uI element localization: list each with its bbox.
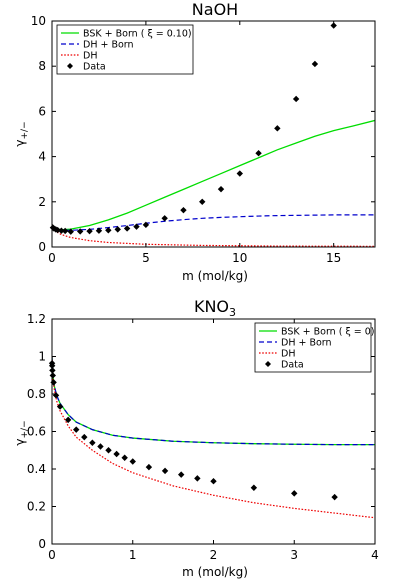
naoh-y-tick-label: 8 (38, 59, 46, 73)
naoh-legend-box (56, 24, 194, 75)
naoh-data-point (105, 227, 112, 234)
naoh-legend-label: BSK + Born ( ξ = 0.10) (83, 29, 192, 40)
naoh-series-line-0 (52, 119, 375, 231)
naoh-y-tick-label: 10 (31, 14, 46, 28)
kno3-data-point (161, 467, 169, 475)
kno3-data-point (49, 372, 57, 379)
kno3-x-tick-label: 0 (48, 548, 56, 562)
kno3-data-point (145, 463, 153, 471)
naoh-y-tick-label: 2 (38, 195, 46, 209)
kno3-y-axis-label: γ+/− (13, 420, 30, 445)
naoh-x-tick-label: 0 (48, 251, 56, 265)
naoh-legend-label: Data (83, 62, 106, 73)
kno3-series-line-1 (52, 356, 375, 446)
kno3-data-point (331, 493, 338, 501)
kno3-legend-swatch (265, 361, 271, 367)
kno3-data-point (64, 416, 72, 424)
naoh-data-point (86, 227, 93, 235)
naoh-data-point (76, 228, 84, 235)
naoh-data-point (114, 226, 121, 233)
naoh-chart-panel: NaOH m (mol/kg) γ+/− 0 5 10 15 0 2 4 6 8 10 BSK + … (13, 0, 376, 283)
kno3-data-point (250, 484, 258, 491)
naoh-x-tick-label: 10 (232, 251, 247, 265)
naoh-y-tick-label: 6 (38, 104, 46, 118)
kno3-y-tick-label: 1 (38, 350, 46, 364)
kno3-y-tick-label: 0.4 (27, 462, 46, 476)
kno3-data-point (113, 450, 120, 458)
naoh-chart-title: NaOH (192, 0, 238, 19)
kno3-x-axis-label: m (mol/kg) (182, 565, 248, 579)
kno3-data-point (81, 433, 88, 441)
kno3-x-tick-label: 1 (129, 548, 137, 562)
kno3-series-line-2 (52, 356, 375, 519)
kno3-x-tick-label: 4 (371, 548, 379, 562)
naoh-data-point (199, 198, 206, 205)
naoh-data-point (133, 223, 140, 230)
kno3-data-point (291, 490, 298, 497)
kno3-chart-title: KNO3 (194, 297, 236, 319)
naoh-series-line-2 (52, 224, 375, 247)
naoh-legend-label: DH + Born (83, 40, 134, 51)
kno3-data-point (129, 458, 136, 465)
naoh-data-point (67, 228, 74, 235)
naoh-x-tick-label: 5 (142, 251, 150, 265)
naoh-data-point (58, 227, 65, 234)
naoh-data-point (236, 170, 243, 177)
naoh-data-point (180, 206, 187, 214)
kno3-data-point (194, 475, 201, 482)
kno3-data-point (73, 426, 80, 433)
naoh-legend-label: DH (83, 51, 97, 62)
kno3-data-point (121, 454, 128, 461)
naoh-y-tick-label: 4 (38, 150, 46, 164)
kno3-data-point (210, 477, 217, 485)
naoh-data-point (123, 225, 131, 232)
naoh-data-point (161, 215, 168, 222)
naoh-legend-swatch (67, 63, 73, 69)
kno3-data-point (178, 471, 185, 478)
naoh-data-point (61, 227, 69, 235)
kno3-data-point (52, 392, 60, 399)
kno3-data-point (89, 439, 96, 446)
kno3-y-tick-label: 0 (38, 537, 46, 551)
naoh-data-point (311, 60, 319, 68)
kno3-data-point (97, 443, 104, 450)
naoh-data-point (330, 22, 337, 29)
naoh-data-point (292, 95, 300, 103)
naoh-data-point (142, 221, 150, 229)
kno3-chart-panel: KNO3 m (mol/kg) γ+/− 0 1 2 3 4 0 0.2 0.4 0.6 0.8 1… (13, 297, 379, 579)
kno3-data-point (50, 379, 57, 386)
kno3-y-tick-label: 0.8 (27, 387, 46, 401)
naoh-data-point (255, 150, 262, 157)
kno3-legend-label: DH + Born (281, 338, 332, 349)
kno3-x-tick-label: 2 (210, 548, 218, 562)
naoh-x-tick-label: 15 (326, 251, 341, 265)
naoh-data-point (217, 185, 225, 193)
kno3-legend-label: DH (281, 349, 295, 360)
naoh-x-axis-label: m (mol/kg) (182, 269, 248, 283)
kno3-legend-label: BSK + Born ( ξ = 0) (281, 327, 375, 338)
naoh-series-line-1 (52, 214, 375, 231)
kno3-data-point (105, 447, 112, 454)
kno3-y-tick-label: 0.6 (27, 425, 46, 439)
naoh-data-point (274, 125, 281, 132)
naoh-y-tick-label: 0 (38, 240, 46, 254)
kno3-y-tick-label: 1.2 (27, 312, 46, 326)
naoh-data-point (95, 227, 103, 234)
kno3-legend-label: Data (281, 360, 304, 371)
kno3-data-point (56, 403, 64, 410)
kno3-y-tick-label: 0.2 (27, 500, 46, 514)
naoh-axes-frame (51, 20, 376, 248)
naoh-y-axis-label: γ+/− (13, 121, 30, 146)
kno3-x-tick-label: 3 (290, 548, 298, 562)
